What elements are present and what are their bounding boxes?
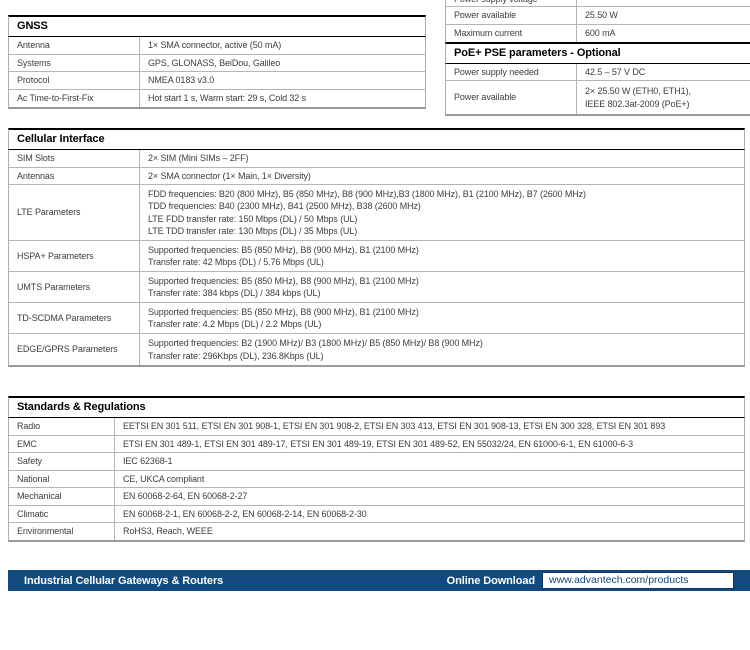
table-row: Maximum current 600 mA [446,24,750,42]
row-label: Antennas [17,170,55,181]
row-label: National [17,473,50,484]
row-value: EETSI EN 301 511, ETSI EN 301 908-1, ETS… [114,418,744,435]
gnss-table: GNSS Antenna 1× SMA connector, active (5… [8,15,426,109]
table-row-clipped: Power supply voltage [446,0,750,7]
table-row: Mechanical EN 60068-2-64, EN 60068-2-27 [9,488,744,506]
table-row: TD-SCDMA Parameters Supported frequencie… [9,303,744,334]
table-row: HSPA+ Parameters Supported frequencies: … [9,241,744,272]
row-value: IEC 62368-1 [114,453,744,470]
row-label: Maximum current [454,27,523,38]
row-label: Environmental [17,526,74,537]
row-label: Climatic [17,508,49,519]
row-value: 42.5 – 57 V DC [576,63,750,80]
table-row: Climatic EN 60068-2-1, EN 60068-2-2, EN … [9,505,744,523]
row-value: Supported frequencies: B2 (1900 MHz)/ B3… [139,334,744,365]
row-label: EMC [17,438,37,449]
row-label: Ac Time-to-First-Fix [17,92,94,103]
row-label: Safety [17,456,42,466]
row-value: RoHS3, Reach, WEEE [114,523,744,540]
poe-pse-section-title: PoE+ PSE parameters - Optional [445,41,750,64]
download-url-link[interactable]: www.advantech.com/products [542,572,734,589]
row-label: UMTS Parameters [17,281,91,292]
row-label: LTE Parameters [17,207,81,218]
row-value: EN 60068-2-64, EN 60068-2-27 [114,488,744,505]
row-label: Power available [454,92,517,103]
row-value: Supported frequencies: B5 (850 MHz), B8 … [139,241,744,271]
table-row: Systems GPS, GLONASS, BeiDou, Galileo [9,54,425,72]
table-row: Radio EETSI EN 301 511, ETSI EN 301 908-… [9,418,744,436]
row-value: 1× SMA connector, active (50 mA) [139,37,425,54]
table-row: UMTS Parameters Supported frequencies: B… [9,272,744,303]
table-row: Protocol NMEA 0183 v3.0 [9,72,425,90]
row-value: 2× 25.50 W (ETH0, ETH1), IEEE 802.3at-20… [576,81,750,114]
standards-table-title: Standards & Regulations [8,396,745,418]
table-row: Power available 2× 25.50 W (ETH0, ETH1),… [446,81,750,114]
standards-table: Standards & Regulations Radio EETSI EN 3… [8,396,745,542]
row-value: 2× SIM (Mini SIMs – 2FF) [139,150,744,167]
row-label: Power available [454,10,517,20]
row-label: Power supply voltage [446,0,576,6]
row-value: 25.50 W [576,7,750,24]
row-label: Mechanical [17,491,62,501]
table-row: Power supply needed 42.5 – 57 V DC [446,63,750,81]
row-label: HSPA+ Parameters [17,250,94,261]
table-row: National CE, UKCA compliant [9,470,744,488]
row-label: SIM Slots [17,153,55,163]
row-value [576,0,750,6]
row-value: NMEA 0183 v3.0 [139,72,425,89]
row-value: Supported frequencies: B5 (850 MHz), B8 … [139,272,744,302]
table-row: LTE Parameters FDD frequencies: B20 (800… [9,185,744,241]
footer-category-title: Industrial Cellular Gateways & Routers [24,574,224,587]
footer-download-group: Online Download www.advantech.com/produc… [447,572,750,589]
table-row: Antennas 2× SMA connector (1× Main, 1× D… [9,167,744,185]
cellular-table-title: Cellular Interface [8,128,745,150]
row-label: Protocol [17,75,50,85]
cellular-table: Cellular Interface SIM Slots 2× SIM (Min… [8,128,745,367]
table-row: EMC ETSI EN 301 489-1, ETSI EN 301 489-1… [9,435,744,453]
row-value: FDD frequencies: B20 (800 MHz), B5 (850 … [139,185,744,240]
table-row: Environmental RoHS3, Reach, WEEE [9,523,744,540]
row-value: EN 60068-2-1, EN 60068-2-2, EN 60068-2-1… [114,505,744,522]
table-row: Ac Time-to-First-Fix Hot start 1 s, Warm… [9,89,425,107]
table-row: Safety IEC 62368-1 [9,453,744,471]
row-value: ETSI EN 301 489-1, ETSI EN 301 489-17, E… [114,435,744,452]
table-row: EDGE/GPRS Parameters Supported frequenci… [9,334,744,365]
table-row: Antenna 1× SMA connector, active (50 mA) [9,37,425,55]
row-label: Radio [17,421,41,431]
row-label: Power supply needed [454,66,539,77]
row-value: Supported frequencies: B5 (850 MHz), B8 … [139,303,744,333]
row-value: Hot start 1 s, Warm start: 29 s, Cold 32… [139,89,425,107]
row-value: GPS, GLONASS, BeiDou, Galileo [139,54,425,71]
row-label: EDGE/GPRS Parameters [17,344,118,355]
gnss-table-title: GNSS [8,15,426,37]
row-value: CE, UKCA compliant [114,470,744,487]
row-label: Antenna [17,40,50,50]
row-value: 2× SMA connector (1× Main, 1× Diversity) [139,167,744,184]
row-value: 600 mA [576,24,750,42]
table-row: SIM Slots 2× SIM (Mini SIMs – 2FF) [9,150,744,168]
power-table: Power supply voltage Power available 25.… [445,0,750,116]
row-label: Systems [17,57,51,68]
row-label: TD-SCDMA Parameters [17,312,112,323]
footer-bar: Industrial Cellular Gateways & Routers O… [8,570,750,591]
table-row: Power available 25.50 W [446,7,750,25]
online-download-label: Online Download [446,574,535,587]
